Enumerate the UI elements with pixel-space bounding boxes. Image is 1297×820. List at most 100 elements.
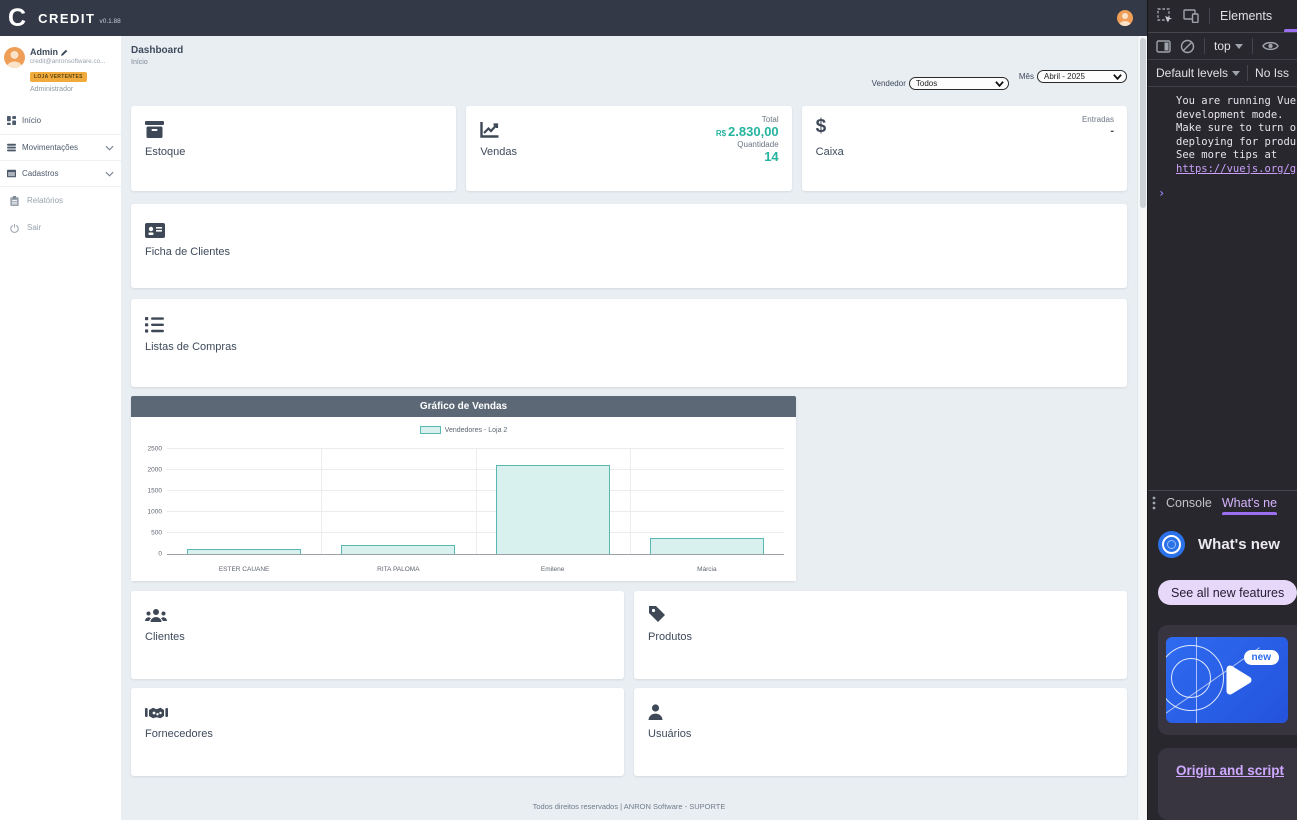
chart-y-tick: 2500: [147, 445, 162, 453]
vendas-stats: Total R$ 2.830,00 Quantidade 14: [716, 115, 779, 164]
card-label: Produtos: [648, 631, 693, 643]
chart-y-tick: 2000: [147, 466, 162, 474]
clear-console-icon[interactable]: [1180, 39, 1195, 54]
sidebar-item-movimentacoes[interactable]: Movimentações: [0, 134, 121, 161]
quantidade-label: Quantidade: [737, 139, 779, 149]
user-avatar[interactable]: [4, 47, 25, 68]
tab-elements[interactable]: Elements: [1220, 9, 1273, 23]
scrollbar-thumb[interactable]: [1139, 38, 1146, 208]
new-badge: new: [1243, 650, 1279, 665]
whats-new-panel: What's new See all new features new Orig…: [1148, 515, 1297, 820]
chevron-down-icon: [1113, 73, 1122, 80]
breadcrumb-item[interactable]: Início: [131, 59, 148, 66]
card-label: Usuários: [648, 728, 692, 740]
card-label: Estoque: [145, 146, 186, 158]
sidebar-item-inicio[interactable]: Início: [0, 107, 121, 134]
article-link[interactable]: Origin and script: [1176, 763, 1285, 778]
drawer-tabbar: Console What's ne: [1148, 490, 1297, 515]
active-tab-underline: [1221, 512, 1278, 515]
sidebar-item-cadastros[interactable]: Cadastros: [0, 160, 121, 187]
inspect-element-icon[interactable]: [1157, 8, 1173, 24]
vendedor-select[interactable]: Todos: [908, 77, 1009, 90]
chart-title: Gráfico de Vendas: [131, 396, 796, 417]
kebab-menu-icon[interactable]: [1152, 496, 1156, 510]
chart-x-label: ESTER CAUANE: [218, 566, 270, 573]
page-scrollbar[interactable]: [1137, 36, 1147, 820]
wireframe-circle: [1166, 645, 1224, 711]
chart-legend[interactable]: Vendedores - Loja 2: [131, 426, 796, 434]
topbar-avatar[interactable]: [1117, 10, 1133, 26]
mes-selected-value: Abril - 2025: [1044, 72, 1085, 81]
chevron-down-icon: [105, 171, 114, 177]
dock-side-icon[interactable]: [1156, 39, 1171, 53]
sales-chart-panel: Gráfico de Vendas Vendedores - Loja 2 0 5…: [131, 396, 796, 581]
top-navbar: C CREDIT v0.1.88: [0, 0, 1147, 36]
issues-counter[interactable]: No Iss: [1255, 66, 1289, 80]
chart-x-label: Márcia: [697, 566, 717, 573]
power-icon: [10, 223, 19, 233]
console-message-line: You are running Vue: [1176, 95, 1297, 107]
currency-symbol: R$: [715, 129, 727, 138]
console-empty-area[interactable]: [1148, 200, 1297, 490]
card-produtos[interactable]: Produtos: [634, 591, 1127, 679]
sidebar-item-label: Cadastros: [22, 169, 59, 178]
card-label: Clientes: [145, 631, 185, 643]
edit-pencil-icon[interactable]: [61, 49, 68, 56]
card-vendas[interactable]: Vendas Total R$ 2.830,00 Quantidade 14: [466, 106, 792, 191]
chart-line-icon: [480, 118, 777, 138]
devtools-panel: Elements top Default levels No Iss You a…: [1147, 0, 1297, 820]
drawer-tab-console[interactable]: Console: [1166, 496, 1212, 510]
tab-console-active-indicator[interactable]: [1284, 29, 1297, 32]
card-caixa[interactable]: $ Caixa Entradas -: [801, 106, 1127, 191]
chart-bar[interactable]: [187, 548, 302, 554]
filters-row: Vendedor Todos Mês Abril - 2025: [131, 70, 1127, 92]
chart-bar[interactable]: [649, 538, 764, 554]
play-button-icon[interactable]: [1221, 663, 1255, 697]
chart-bar[interactable]: [495, 465, 610, 554]
entity-cards-row-1: Clientes Produtos: [131, 591, 1127, 679]
console-link[interactable]: https://vuejs.org/g: [1176, 162, 1297, 175]
card-usuarios[interactable]: Usuários: [634, 688, 1127, 776]
divider: [1209, 8, 1210, 24]
store-badge: LOJA VERTENTES: [30, 72, 87, 82]
brand-name: CREDIT: [38, 10, 96, 26]
chevron-down-icon: [995, 80, 1004, 87]
mes-select[interactable]: Abril - 2025: [1037, 70, 1127, 83]
see-all-features-button[interactable]: See all new features: [1158, 580, 1297, 605]
device-toolbar-icon[interactable]: [1183, 9, 1199, 23]
sidebar-item-label: Relatórios: [27, 196, 64, 205]
console-message-line: See more tips at: [1176, 149, 1278, 161]
drawer-tab-whats-new[interactable]: What's ne: [1221, 491, 1278, 515]
chevron-down-icon: [1234, 43, 1243, 49]
total-value: R$ 2.830,00: [716, 124, 779, 140]
person-icon: [6, 50, 23, 68]
chart-vertical-gridline: [629, 449, 631, 554]
sidebar-item-label: Início: [22, 116, 42, 125]
card-listas-compras[interactable]: Listas de Compras: [131, 299, 1127, 387]
vendedor-selected-value: Todos: [915, 79, 938, 88]
total-label: Total: [761, 115, 779, 124]
card-estoque[interactable]: Estoque: [131, 106, 457, 191]
card-fornecedores[interactable]: Fornecedores: [131, 688, 624, 776]
person-icon: [1119, 13, 1131, 26]
card-ficha-clientes[interactable]: Ficha de Clientes: [131, 204, 1127, 288]
card-label: Vendas: [480, 146, 518, 158]
wireframe-circle: [1171, 658, 1211, 698]
video-thumbnail[interactable]: new: [1166, 637, 1288, 723]
card-clientes[interactable]: Clientes: [131, 591, 624, 679]
js-context-selector[interactable]: top: [1214, 39, 1243, 53]
sidebar-item-sair[interactable]: Sair: [0, 214, 121, 241]
console-prompt[interactable]: ›: [1158, 186, 1166, 200]
chart-bar[interactable]: [341, 544, 456, 554]
levels-value: Default levels: [1156, 66, 1229, 80]
log-levels-dropdown[interactable]: Default levels: [1156, 66, 1241, 80]
total-amount: 2.830,00: [728, 124, 779, 139]
live-expression-eye-icon[interactable]: [1261, 40, 1279, 52]
wireframe-line: [1196, 637, 1197, 723]
card-label: Listas de Compras: [145, 341, 237, 353]
kpi-cards-row: Estoque Vendas Total R$ 2.830,00 Quantida…: [131, 106, 1127, 191]
chart-x-label: RITA PALOMA: [377, 566, 420, 573]
entradas-label: Entradas: [1081, 115, 1114, 124]
sidebar-item-relatorios[interactable]: Relatórios: [0, 187, 121, 214]
